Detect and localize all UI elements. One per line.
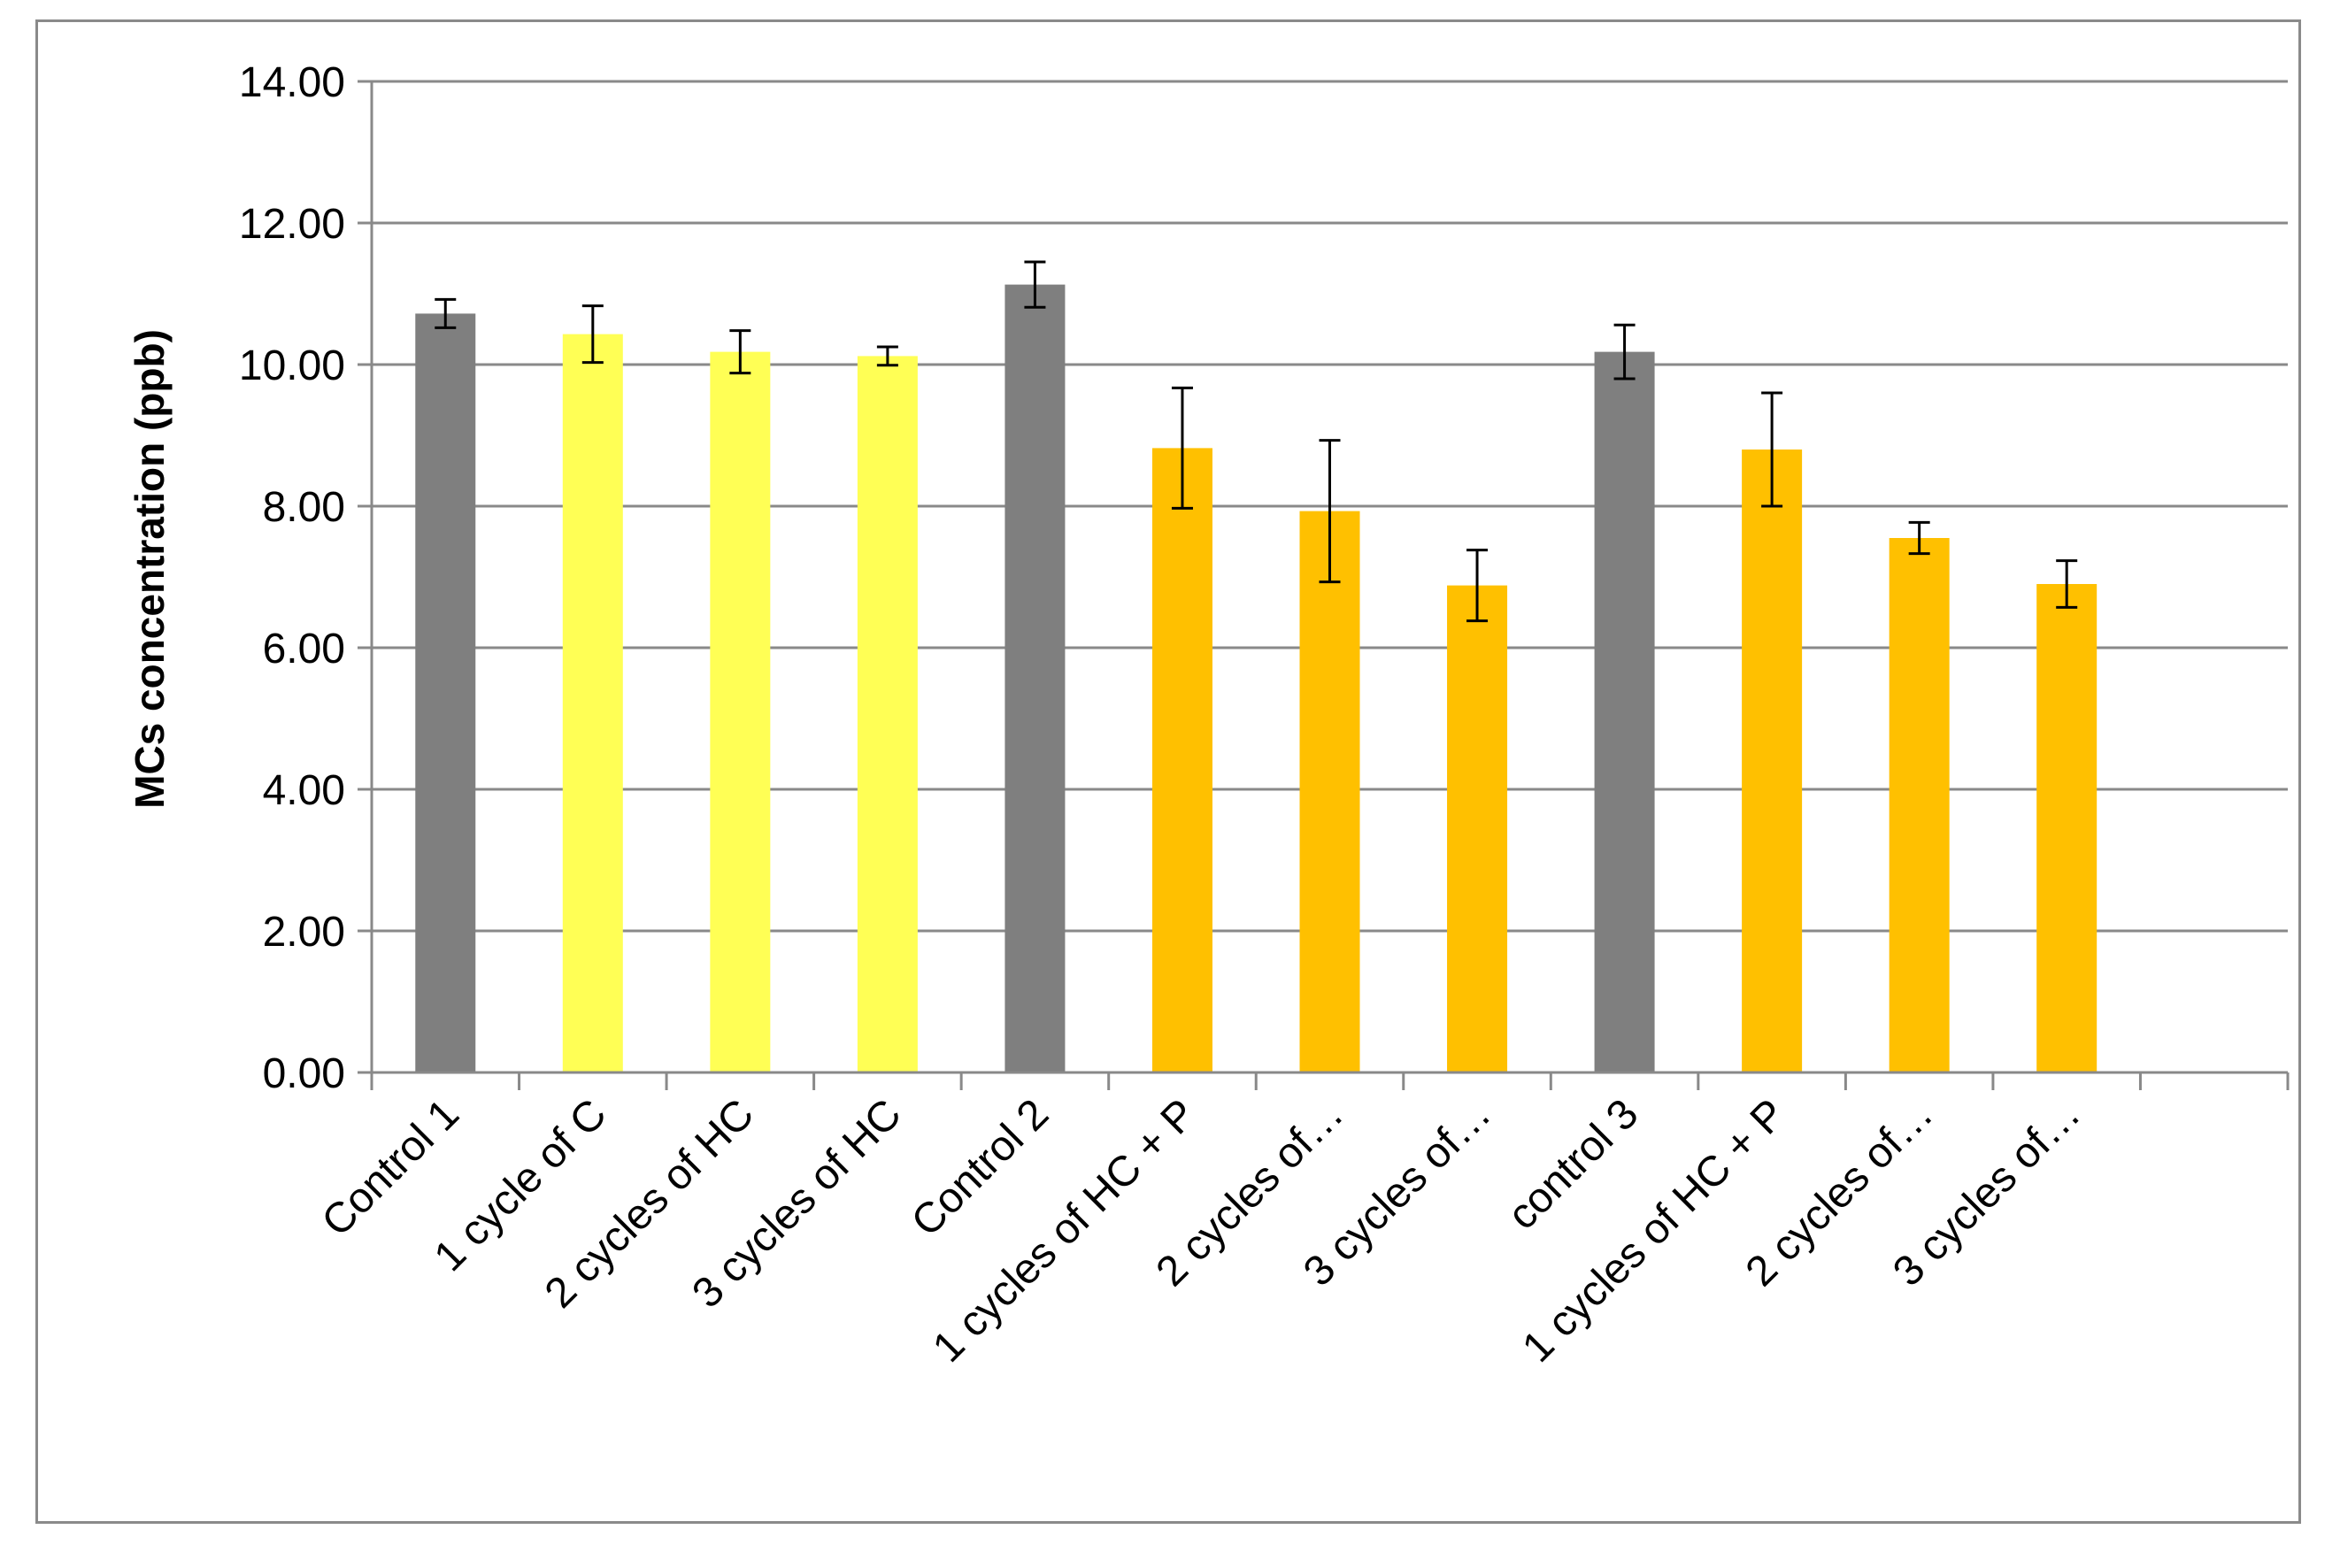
bar [1151, 448, 1212, 1072]
x-category-label: 1 cycles of HC + P [924, 1090, 1205, 1372]
bar [1889, 538, 1950, 1072]
bar [1447, 585, 1508, 1072]
y-axis-title: MCs concentration (ppb) [127, 329, 173, 809]
bars [415, 260, 2098, 1073]
x-category-label: Control 1 [313, 1090, 468, 1245]
x-category-label: control 3 [1499, 1090, 1648, 1239]
bar [1299, 511, 1360, 1072]
axes [358, 80, 2290, 1090]
x-category-label: 1 cycles of HC + P [1513, 1090, 1795, 1372]
y-tick-label: 4.00 [263, 767, 345, 814]
bar [710, 351, 771, 1073]
bar [415, 313, 476, 1072]
bar [1742, 450, 1803, 1072]
y-tick-label: 2.00 [263, 909, 345, 956]
gridlines [372, 80, 2288, 933]
y-tick-label: 0.00 [263, 1050, 345, 1097]
bar [562, 334, 623, 1073]
y-tick-label: 10.00 [239, 342, 345, 389]
x-category-label: Control 2 [903, 1090, 1058, 1245]
bar [2036, 584, 2098, 1072]
bar [1594, 351, 1655, 1073]
y-tick-label: 12.00 [239, 201, 345, 248]
y-tick-label: 6.00 [263, 626, 345, 673]
y-tick-label: 14.00 [239, 59, 345, 106]
y-tick-label: 8.00 [263, 484, 345, 531]
bar [1005, 284, 1066, 1073]
bar [857, 356, 918, 1072]
